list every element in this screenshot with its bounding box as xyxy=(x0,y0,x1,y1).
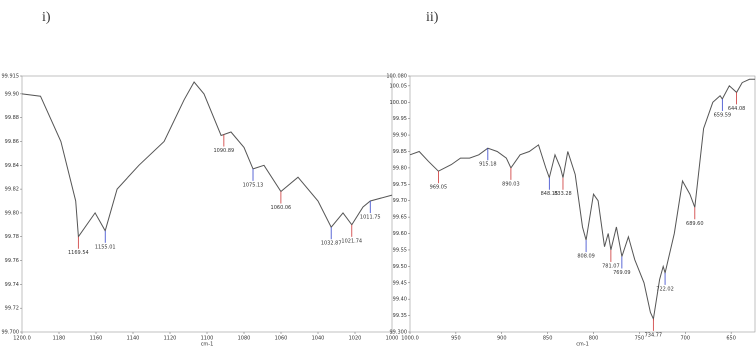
peak-label: 1060.06 xyxy=(271,205,292,211)
peak-label: 833.28 xyxy=(554,191,572,197)
peak-label: 644.08 xyxy=(728,106,746,112)
x-tick-label: 1100 xyxy=(201,336,214,342)
peak-label: 1075.13 xyxy=(243,182,264,188)
panel-heading: i) xyxy=(42,10,51,25)
x-tick-label: 1120 xyxy=(164,336,177,342)
x-tick-label: 1000 xyxy=(386,336,399,342)
y-tick-label: 99.915 xyxy=(2,74,20,80)
y-tick-label: 99.70 xyxy=(393,198,407,204)
y-tick-label: 99.35 xyxy=(393,313,407,319)
x-tick-label: 1020 xyxy=(349,336,362,342)
peak-label: 689.60 xyxy=(686,221,704,227)
y-tick-label: 99.78 xyxy=(5,234,19,240)
peak-label: 722.02 xyxy=(656,286,674,292)
spectrum-line xyxy=(21,81,393,239)
x-tick-label: 1080 xyxy=(238,336,251,342)
y-tick-label: 99.84 xyxy=(5,163,19,169)
y-tick-label: 99.40 xyxy=(393,297,407,303)
x-tick-label: 1140 xyxy=(127,336,140,342)
x-tick-label: 800 xyxy=(589,336,599,342)
y-tick-label: 99.72 xyxy=(5,306,19,312)
y-tick-label: 99.90 xyxy=(393,133,407,139)
y-tick-label: 99.55 xyxy=(393,247,407,253)
y-tick-label: 99.65 xyxy=(393,215,407,221)
peak-label: 1169.54 xyxy=(68,250,89,256)
peak-label: 1021.74 xyxy=(341,238,362,244)
y-tick-label: 99.60 xyxy=(393,231,407,237)
peak-label: 848.15 xyxy=(541,191,559,197)
y-tick-label: 99.80 xyxy=(393,165,407,171)
peak-label: 1032.87 xyxy=(321,241,342,247)
x-tick-label: 650 xyxy=(726,336,736,342)
x-tick-label: 1040 xyxy=(312,336,325,342)
peak-label: 659.59 xyxy=(714,112,732,118)
peak-label: 1155.01 xyxy=(95,244,116,250)
y-tick-label: 99.700 xyxy=(2,330,20,336)
y-tick-label: 99.82 xyxy=(5,187,19,193)
peak-label: 734.77 xyxy=(645,332,663,338)
peak-label: 781.07 xyxy=(602,263,620,269)
y-tick-label: 100.080 xyxy=(386,74,407,80)
y-tick-label: 99.85 xyxy=(393,149,407,155)
y-tick-label: 99.90 xyxy=(5,91,19,97)
y-tick-label: 99.76 xyxy=(5,258,19,264)
spectrum-line xyxy=(409,78,755,321)
x-tick-label: 1000.0 xyxy=(401,336,419,342)
x-tick-label: 850 xyxy=(543,336,553,342)
y-tick-label: 100.00 xyxy=(390,100,408,106)
peak-label: 890.03 xyxy=(502,181,520,187)
x-tick-label: 950 xyxy=(451,336,461,342)
y-tick-label: 99.75 xyxy=(393,182,407,188)
x-tick-label: 1200.0 xyxy=(13,336,31,342)
panel-heading: ii) xyxy=(426,10,439,25)
x-tick-label: 700 xyxy=(680,336,690,342)
x-tick-label: 900 xyxy=(497,336,507,342)
peak-label: 1011.75 xyxy=(360,215,381,221)
x-tick-label: 1160 xyxy=(90,336,103,342)
peak-label: 915.18 xyxy=(479,162,497,168)
x-tick-label: 1180 xyxy=(53,336,66,342)
y-tick-label: 99.80 xyxy=(5,210,19,216)
y-tick-label: 99.88 xyxy=(5,115,19,121)
peak-label: 969.05 xyxy=(430,185,448,191)
y-tick-label: 99.95 xyxy=(393,116,407,122)
x-axis-label: cm-1 xyxy=(201,342,214,348)
y-tick-label: 99.50 xyxy=(393,264,407,270)
peak-label: 769.09 xyxy=(613,270,631,276)
y-tick-label: 99.86 xyxy=(5,139,19,145)
peak-label: 1090.89 xyxy=(214,148,235,154)
y-tick-label: 100.05 xyxy=(390,83,408,89)
x-axis-label: cm-1 xyxy=(576,342,589,348)
y-tick-label: 99.74 xyxy=(5,282,19,288)
x-tick-label: 1060 xyxy=(275,336,288,342)
y-tick-label: 99.300 xyxy=(390,330,408,336)
x-tick-label: 750 xyxy=(635,336,645,342)
peak-label: 808.09 xyxy=(577,254,595,260)
plot-frame xyxy=(409,75,756,333)
y-tick-label: 99.45 xyxy=(393,280,407,286)
